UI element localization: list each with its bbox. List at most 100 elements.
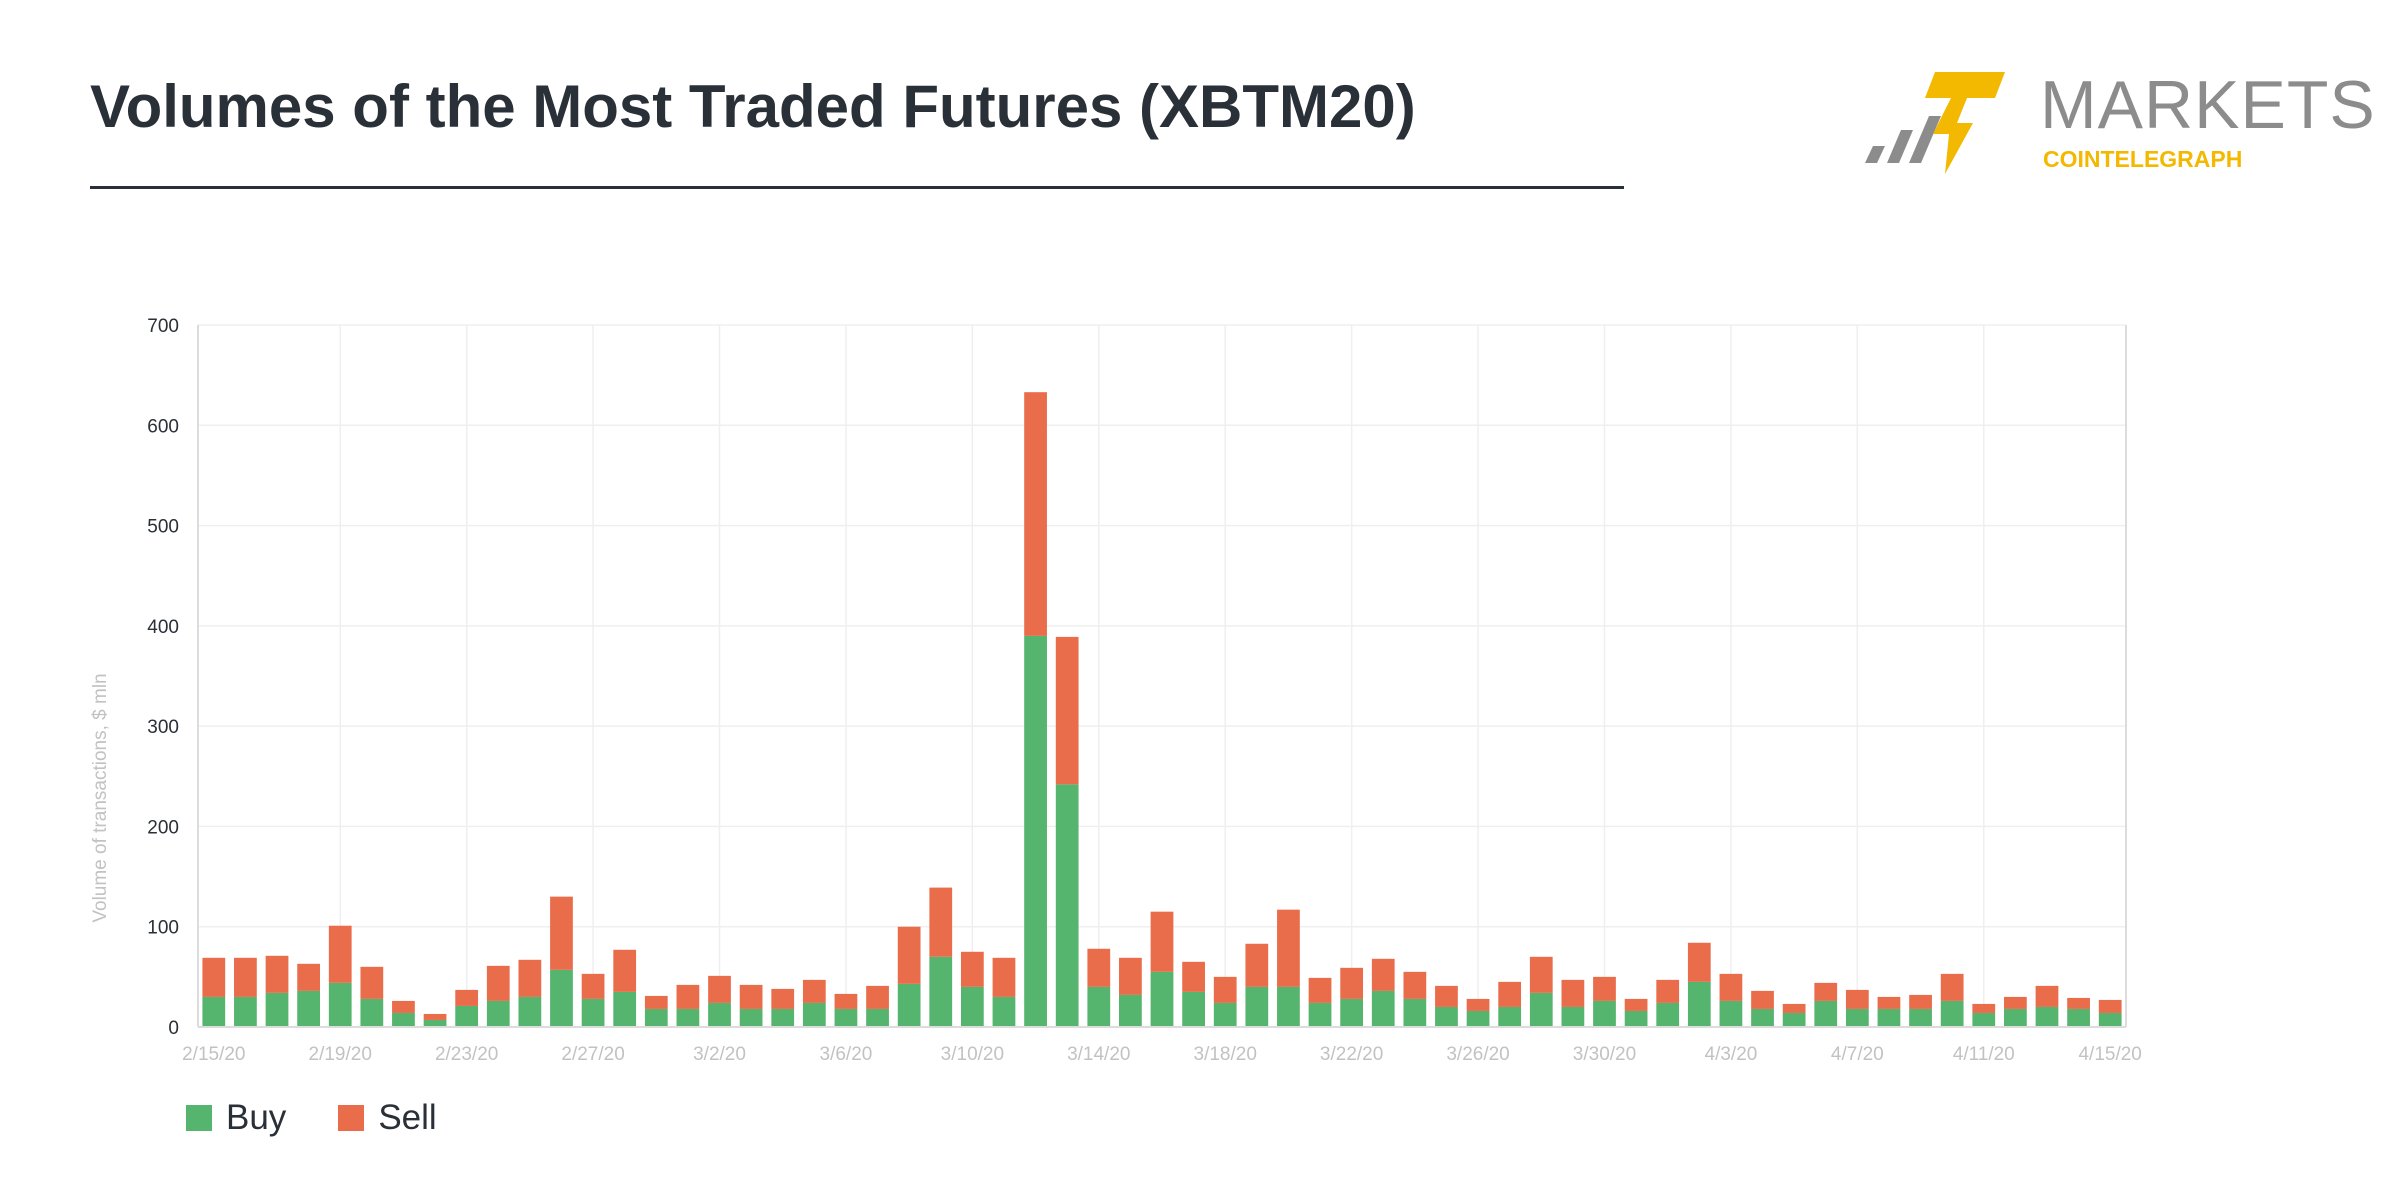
bar-sell xyxy=(1213,976,1237,1003)
bar-buy xyxy=(897,983,921,1027)
bar-sell xyxy=(1308,977,1332,1003)
bar-buy xyxy=(455,1005,479,1027)
bar-sell xyxy=(1435,985,1458,1007)
bar-buy xyxy=(423,1019,447,1027)
bar-buy xyxy=(1972,1012,1996,1027)
bar-sell xyxy=(897,926,921,984)
bar-buy xyxy=(1119,994,1142,1027)
bar-sell xyxy=(1277,909,1300,987)
bar-buy xyxy=(202,996,226,1027)
bar-sell xyxy=(1751,990,1774,1009)
bar-sell xyxy=(1593,976,1616,1001)
bar-buy xyxy=(1719,1000,1743,1027)
x-tick-label: 3/2/20 xyxy=(693,1044,746,1065)
bar-buy xyxy=(518,996,542,1027)
bar-sell xyxy=(771,988,795,1009)
x-tick-label: 3/14/20 xyxy=(1067,1044,1130,1065)
x-tick-label: 4/3/20 xyxy=(1705,1044,1758,1065)
bar-buy xyxy=(265,992,289,1027)
bar-buy xyxy=(360,998,384,1027)
y-tick-label: 700 xyxy=(147,316,179,337)
bar-sell xyxy=(1087,948,1111,987)
y-tick-label: 500 xyxy=(147,517,179,538)
title-divider xyxy=(90,186,1624,189)
bar-buy xyxy=(581,998,605,1027)
y-tick-label: 400 xyxy=(147,617,179,638)
bar-buy xyxy=(1782,1012,1806,1027)
x-tick-label: 4/11/20 xyxy=(1953,1044,2015,1065)
legend-item-buy: Buy xyxy=(186,1098,286,1138)
y-axis-label: Volume of transactions, $ mln xyxy=(90,673,111,922)
bar-buy xyxy=(1182,991,1205,1027)
bar-buy xyxy=(866,1008,889,1027)
bar-buy xyxy=(1529,992,1553,1027)
bar-sell xyxy=(455,989,479,1006)
bar-sell xyxy=(1150,911,1174,972)
bar-buy xyxy=(1498,1006,1522,1027)
bar-buy xyxy=(486,1000,510,1027)
bar-sell xyxy=(1119,957,1142,995)
bar-sell xyxy=(1371,958,1395,991)
bar-sell xyxy=(2035,985,2059,1007)
bar-buy xyxy=(297,990,321,1027)
x-tick-label: 4/7/20 xyxy=(1831,1044,1884,1065)
bar-buy xyxy=(1877,1008,1901,1027)
bar-sell xyxy=(1972,1003,1996,1013)
bar-buy xyxy=(834,1008,858,1027)
bar-buy xyxy=(1561,1006,1585,1027)
bar-buy xyxy=(1940,1000,1964,1027)
bar-sell xyxy=(1940,973,1964,1001)
bar-sell xyxy=(644,995,668,1009)
y-tick-label: 200 xyxy=(147,817,179,838)
lightning-chart-icon xyxy=(1865,72,2005,174)
bar-sell xyxy=(1529,956,1553,993)
bar-sell xyxy=(929,887,953,957)
bar-buy xyxy=(1213,1002,1237,1027)
bar-sell xyxy=(1845,989,1869,1009)
x-tick-label: 3/6/20 xyxy=(820,1044,873,1065)
bar-sell xyxy=(360,966,384,999)
bar-buy xyxy=(2098,1012,2122,1027)
bar-sell xyxy=(2003,996,2027,1009)
bar-sell xyxy=(834,993,858,1009)
bar-buy xyxy=(676,1008,700,1027)
bar-sell xyxy=(1782,1003,1806,1013)
bar-sell xyxy=(1403,971,1427,999)
bar-sell xyxy=(518,959,542,997)
x-tick-label: 3/26/20 xyxy=(1446,1044,1509,1065)
bar-sell xyxy=(1498,981,1522,1007)
bar-buy xyxy=(1277,986,1300,1027)
bar-sell xyxy=(866,985,889,1009)
bar-buy xyxy=(1087,986,1111,1027)
bar-buy xyxy=(392,1012,415,1027)
bar-buy xyxy=(613,991,637,1027)
bar-sell xyxy=(581,973,605,999)
x-tick-label: 2/15/20 xyxy=(182,1044,245,1065)
axes: 0 100 200 300 400 500 600 700 2/15/20 2/19/20 2/23… xyxy=(147,316,2142,1065)
bar-buy xyxy=(1340,998,1364,1027)
bar-sell xyxy=(234,957,257,997)
bar-sell xyxy=(1340,967,1364,999)
y-tick-label: 300 xyxy=(147,717,179,738)
bar-buy xyxy=(1371,990,1395,1027)
legend-swatch-buy xyxy=(186,1105,212,1131)
bar-buy xyxy=(1624,1010,1648,1027)
logo-subtitle: COINTELEGRAPH xyxy=(2043,146,2243,172)
bar-sell xyxy=(802,979,826,1003)
bar-buy xyxy=(1245,986,1269,1027)
bar-sell xyxy=(1561,979,1585,1007)
bar-buy xyxy=(992,996,1016,1027)
bar-buy xyxy=(960,986,984,1027)
bar-buy xyxy=(1466,1010,1490,1027)
x-tick-label: 2/19/20 xyxy=(309,1044,372,1065)
bar-buy xyxy=(2067,1008,2090,1027)
bar-buy xyxy=(1403,998,1427,1027)
bar-sell xyxy=(708,975,731,1003)
bar-buy xyxy=(739,1008,763,1027)
bar-sell xyxy=(1909,994,1932,1009)
bar-sell xyxy=(1814,982,1838,1001)
bar-sell xyxy=(423,1013,447,1020)
bar-sell xyxy=(1624,998,1648,1011)
legend-item-sell: Sell xyxy=(338,1098,437,1138)
